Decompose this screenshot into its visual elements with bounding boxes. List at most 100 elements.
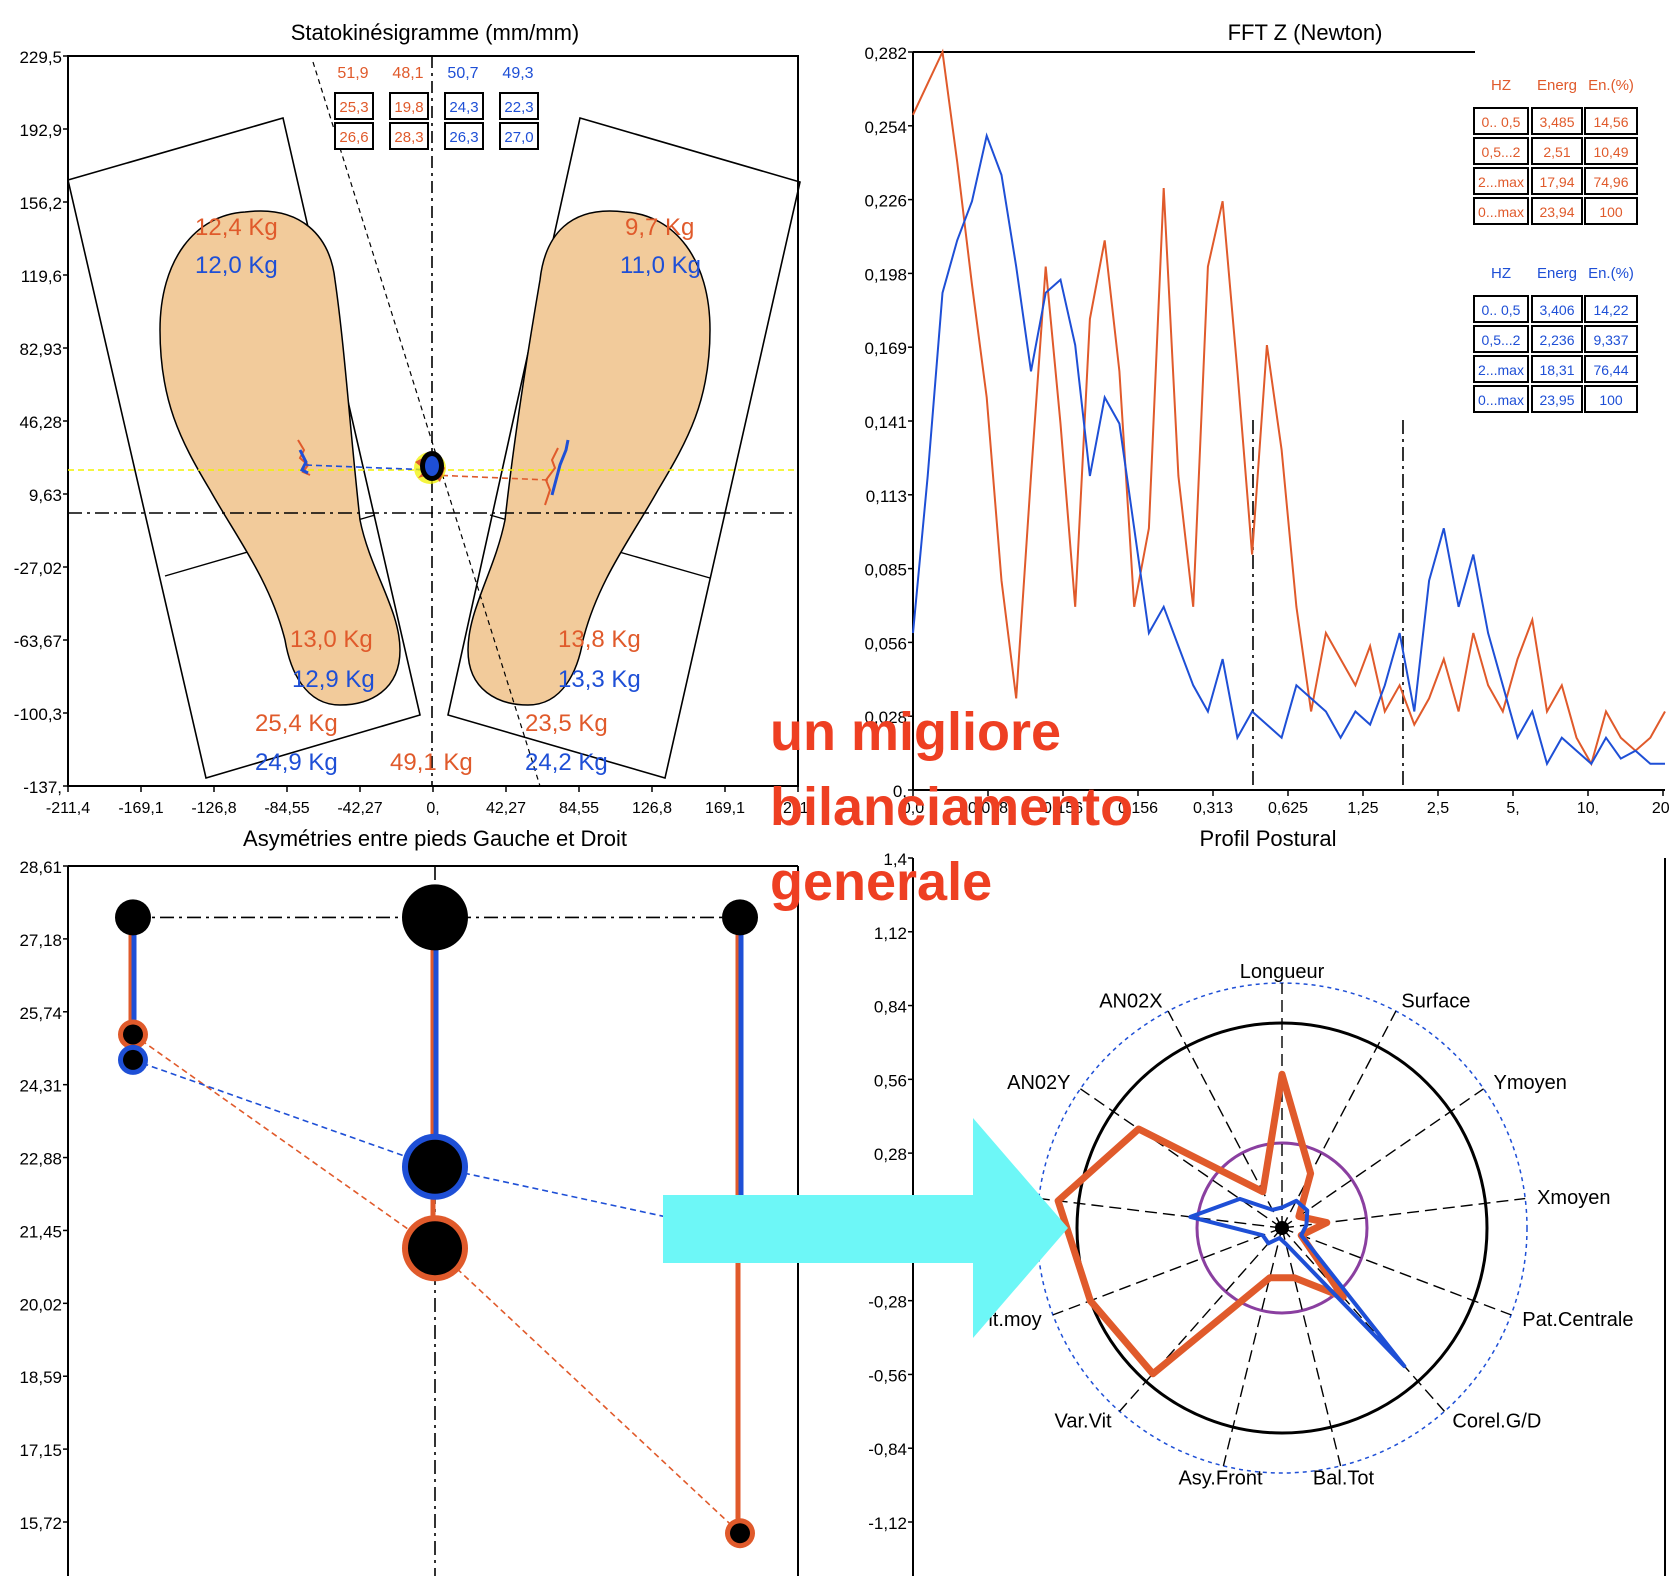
profil-y-tick: 0,28: [874, 1145, 907, 1164]
fft-table-value: 74,96: [1593, 174, 1628, 190]
stato-box: [499, 122, 539, 150]
fft-y-tick: 0,085: [864, 561, 907, 580]
stato-x-tick: 84,55: [559, 800, 599, 817]
asymetries-title: Asymétries entre pieds Gauche et Droit: [243, 826, 627, 851]
fft-y-tick: 0,113: [866, 487, 907, 506]
fft-table-value: 14,22: [1593, 302, 1628, 318]
fft-table-value: 0...max: [1478, 392, 1524, 408]
asym-y-tick: 27,18: [19, 931, 62, 950]
stato-y-tick: 82,93: [19, 340, 62, 359]
radar-orange-profile: [1054, 1070, 1347, 1378]
weight-right-total-orange: 23,5 Kg: [525, 710, 608, 737]
fft-table-value: 17,94: [1539, 174, 1574, 190]
radar-center: [1275, 1221, 1289, 1235]
asym-y-tick: 22,88: [19, 1150, 62, 1169]
radar-blue-profile: [1188, 1196, 1407, 1369]
fft-table-value: 0,5...2: [1482, 144, 1521, 160]
radar-axis-label: AN02X: [1099, 990, 1162, 1012]
fft-y-tick: 0,169: [864, 339, 907, 358]
fft-table-header: Energ: [1537, 265, 1577, 282]
stato-x-tick: -169,1: [118, 800, 163, 817]
stato-box-value: 24,3: [449, 99, 478, 116]
stato-y-tick: -63,67: [14, 632, 62, 651]
stato-box-value: 19,8: [394, 99, 423, 116]
weight-right-heel-blue: 13,3 Kg: [558, 666, 641, 693]
stato-box: [389, 122, 429, 150]
fft-table-cell: [1473, 295, 1529, 323]
stato-y-tick: -100,3: [14, 705, 62, 724]
asym-y-tick: 21,45: [19, 1222, 62, 1241]
stato-box: [334, 122, 374, 150]
asym-orange-point-core: [730, 1523, 750, 1544]
radar-axis-line: [1038, 1197, 1283, 1229]
overlay-line-1: un migliore: [770, 702, 1061, 762]
fft-table-cell: [1531, 325, 1583, 353]
fft-x-tick: 0,156: [1118, 800, 1158, 817]
asym-blue-point-core: [408, 1139, 462, 1194]
cyan-arrow: [663, 1118, 1068, 1338]
fft-table-value: 2,51: [1543, 144, 1570, 160]
stato-y-tick: -137,: [23, 778, 62, 797]
weight-left-heel-blue: 12,9 Kg: [292, 666, 375, 693]
stato-x-tick: -211,4: [46, 800, 90, 817]
radar-axis-line: [1222, 1227, 1283, 1467]
fft-series-blue: [912, 132, 1665, 767]
weight-left-heel-orange: 13,0 Kg: [290, 626, 373, 653]
overlay-line-3: generale: [770, 852, 992, 912]
fft-table-value: 2,236: [1539, 332, 1574, 348]
asym-y-tick: 20,02: [19, 1295, 62, 1314]
fft-table-header: HZ: [1491, 77, 1511, 94]
asym-orange-connector: [132, 1033, 741, 1534]
stato-box: [444, 122, 484, 150]
profil-y-tick: -0,28: [868, 1293, 907, 1312]
asym-y-tick: 25,74: [19, 1004, 62, 1023]
fft-table-value: 0,5...2: [1482, 332, 1521, 348]
fft-table-value: 2...max: [1478, 174, 1524, 190]
radar-axis-label: AN02Y: [1007, 1072, 1070, 1094]
profil-y-tick: 0,84: [874, 998, 907, 1017]
statokinesigramme-title: Statokinésigramme (mm/mm): [291, 20, 579, 45]
fft-table-header: Energ: [1537, 77, 1577, 94]
asym-y-tick: 24,31: [19, 1077, 62, 1096]
radar-axis-line: [1281, 1227, 1512, 1316]
fft-table-value: 0.. 0,5: [1482, 302, 1521, 318]
fft-table-cell: [1584, 355, 1638, 383]
stato-box-value: 27,0: [504, 129, 533, 146]
stato-y-tick: 156,2: [19, 194, 62, 213]
fft-y-tick: 0,056: [864, 634, 907, 653]
stato-box-value: 26,6: [339, 129, 368, 146]
fft-y-tick: 0,141: [864, 413, 907, 432]
fft-table-value: 76,44: [1593, 362, 1628, 378]
stato-y-tick: 9,63: [29, 486, 62, 505]
fft-y-tick: 0,226: [864, 192, 907, 211]
fft-table-value: 3,485: [1539, 114, 1574, 130]
fft-table-value: 14,56: [1593, 114, 1628, 130]
stato-box: [389, 92, 429, 120]
fft-table-cell: [1584, 137, 1638, 165]
stato-box-value: 22,3: [504, 99, 533, 116]
fft-table-value: 23,94: [1539, 204, 1574, 220]
fft-table-value: 100: [1599, 204, 1623, 220]
stato-y-tick: 192,9: [19, 121, 62, 140]
fft-table-value: 2...max: [1478, 362, 1524, 378]
fft-series-orange: [912, 48, 1666, 767]
stato-y-tick: 46,28: [19, 413, 62, 432]
weight-right-fore-blue: 11,0 Kg: [620, 252, 701, 279]
fft-table-cell: [1584, 325, 1638, 353]
fft-table-value: 0...max: [1478, 204, 1524, 220]
fft-table-cell: [1473, 197, 1529, 225]
fft-table-cell: [1531, 197, 1583, 225]
fft-table-cell: [1473, 137, 1529, 165]
weight-right-heel-orange: 13,8 Kg: [558, 626, 641, 653]
stato-x-tick: -42,27: [337, 800, 382, 817]
radar-axis-line: [1281, 1010, 1397, 1229]
fft-table-cell: [1584, 167, 1638, 195]
weight-left-total-blue: 24,9 Kg: [255, 749, 338, 776]
stato-x-tick: -126,8: [191, 800, 236, 817]
fft-table-value: 23,95: [1539, 392, 1574, 408]
weight-left-fore-orange: 12,4 Kg: [195, 214, 278, 241]
asym-y-tick: 18,59: [19, 1368, 62, 1387]
fft-x-tick: 2,5: [1427, 800, 1449, 817]
fft-x-tick: 1,25: [1347, 800, 1378, 817]
radar-axis-label: Surface: [1401, 990, 1470, 1012]
